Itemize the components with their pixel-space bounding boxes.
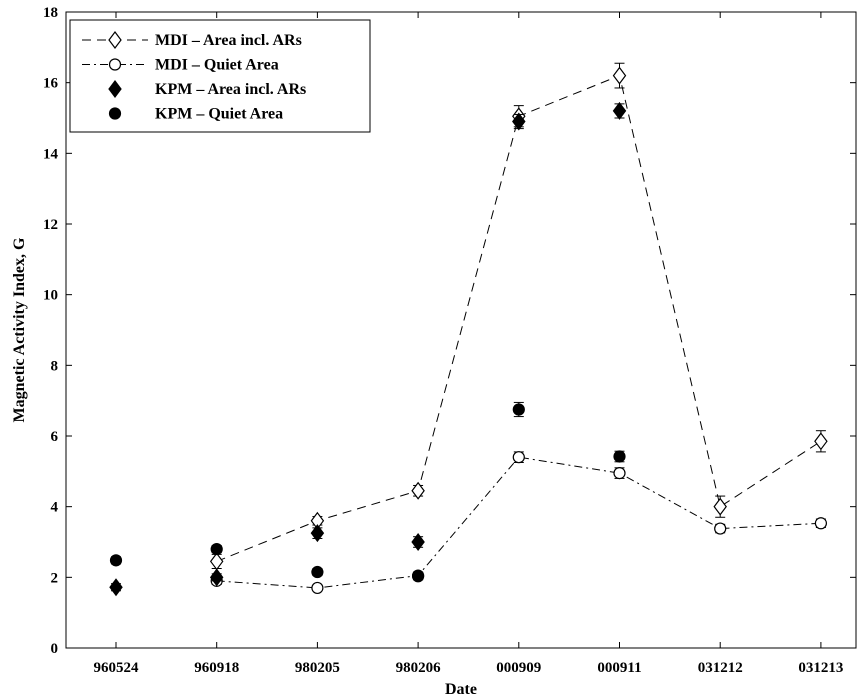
- series-line: [216, 456, 821, 589]
- data-point: [512, 451, 525, 464]
- data-point: [412, 570, 425, 583]
- y-tick-label: 4: [51, 500, 59, 516]
- y-tick-label: 2: [51, 570, 59, 586]
- x-tick-label: 000909: [496, 660, 541, 676]
- y-tick-label: 0: [51, 641, 59, 657]
- x-axis: 960524 960918 980205 980206 000909 000911 0312…: [94, 12, 843, 676]
- legend-marker: [108, 80, 122, 98]
- y-tick-label: 10: [43, 288, 58, 304]
- data-point: [311, 565, 324, 579]
- data-point: [210, 542, 223, 556]
- y-tick-label: 18: [43, 5, 58, 21]
- x-tick-label: 031212: [698, 660, 743, 676]
- data-point: [512, 403, 525, 416]
- data-point: [613, 450, 626, 463]
- legend: MDI – Area incl. ARs MDI – Quiet Area KPM …: [69, 19, 371, 133]
- x-tick-label: 031213: [798, 660, 843, 676]
- data-point: [109, 554, 123, 567]
- data-point: [713, 497, 727, 516]
- data-point: [310, 524, 325, 543]
- x-tick-label: 960918: [194, 660, 239, 676]
- legend-marker: [108, 107, 122, 120]
- plot-area: [65, 11, 857, 649]
- legend-marker: [108, 31, 122, 49]
- y-tick-label: 6: [51, 429, 59, 445]
- data-point: [613, 467, 626, 480]
- series-3: [109, 401, 626, 583]
- data-point: [411, 481, 425, 500]
- data-point: [209, 568, 224, 587]
- series-line: [216, 74, 822, 562]
- x-tick-label: 000911: [597, 660, 641, 676]
- data-point: [612, 66, 627, 85]
- data-point: [814, 517, 828, 530]
- y-tick-label: 14: [43, 146, 59, 162]
- data-point: [411, 533, 425, 551]
- series-1: [210, 451, 828, 595]
- series-2: [109, 101, 627, 597]
- x-tick-label: 960524: [94, 660, 140, 676]
- x-tick-label: 980205: [295, 660, 340, 676]
- x-axis-label: Date: [445, 681, 477, 698]
- data-point: [512, 112, 526, 131]
- legend-entry-label: KPM – Quiet Area: [155, 106, 283, 123]
- data-point: [109, 578, 123, 597]
- y-axis: 0 2 4 6 8 10 12 14 16 18: [43, 5, 856, 657]
- y-axis-label: Magnetic Activity Index, G: [11, 237, 28, 422]
- y-tick-label: 16: [43, 76, 59, 92]
- plot-frame: [65, 11, 857, 649]
- x-tick-label: 980206: [396, 660, 442, 676]
- data-point: [814, 432, 828, 451]
- data-point: [612, 101, 627, 120]
- data-point: [714, 522, 727, 535]
- y-tick-label: 12: [43, 217, 58, 233]
- data-point: [209, 552, 224, 571]
- y-tick-label: 8: [51, 358, 59, 374]
- series-0: [209, 62, 828, 571]
- legend-entry-label: KPM – Area incl. ARs: [155, 81, 306, 98]
- series-layer: [109, 62, 828, 597]
- data-point: [311, 581, 324, 595]
- legend-entry-label: MDI – Area incl. ARs: [155, 32, 302, 49]
- legend-marker: [108, 58, 122, 71]
- legend-entry-label: MDI – Quiet Area: [155, 57, 279, 74]
